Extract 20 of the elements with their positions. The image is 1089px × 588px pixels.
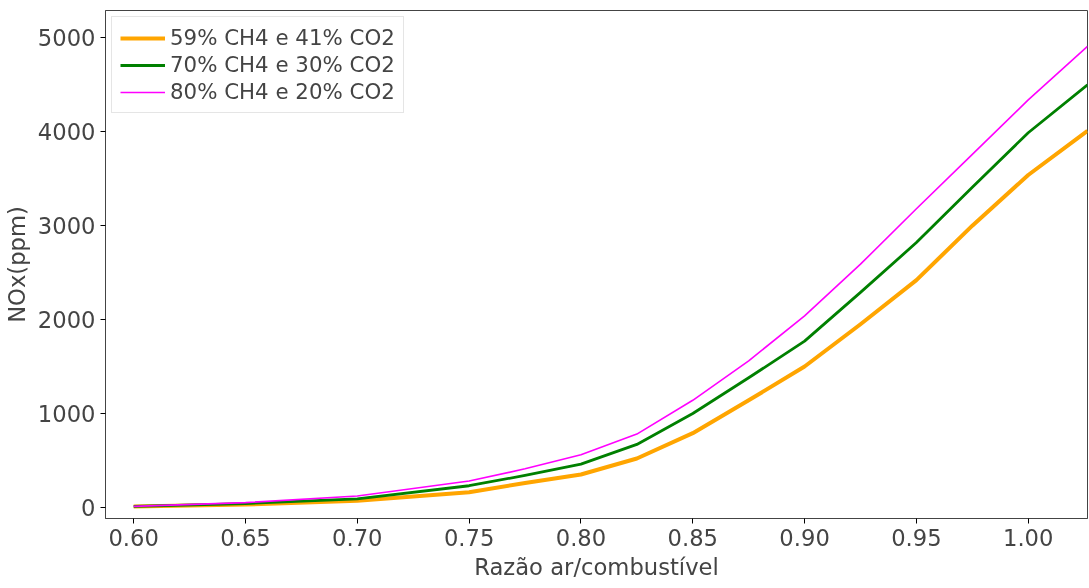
x-tick-label: 1.00 — [1003, 524, 1054, 551]
y-tick-label: 5000 — [37, 25, 96, 52]
legend-label: 80% CH4 e 20% CO2 — [170, 79, 395, 104]
y-axis-title: NOx(ppm) — [3, 206, 30, 323]
y-tick-label: 4000 — [37, 119, 96, 146]
x-tick-label: 0.60 — [108, 524, 159, 551]
x-tick-label: 0.85 — [667, 524, 719, 551]
y-tick-label: 0 — [81, 494, 96, 521]
x-tick-label: 0.95 — [891, 524, 942, 551]
x-tick-label: 0.70 — [332, 524, 383, 551]
x-tick-label: 0.80 — [555, 524, 607, 551]
x-axis-title: Razão ar/combustível — [474, 553, 719, 580]
y-tick-label: 2000 — [37, 307, 96, 334]
x-tick-label: 0.90 — [779, 524, 830, 551]
legend-label: 70% CH4 e 30% CO2 — [170, 52, 395, 77]
x-tick-label: 0.75 — [443, 524, 495, 551]
x-tick-label: 0.65 — [220, 524, 271, 551]
y-tick-label: 3000 — [37, 213, 96, 240]
legend-label: 59% CH4 e 41% CO2 — [170, 25, 395, 50]
y-tick-label: 1000 — [37, 400, 96, 427]
